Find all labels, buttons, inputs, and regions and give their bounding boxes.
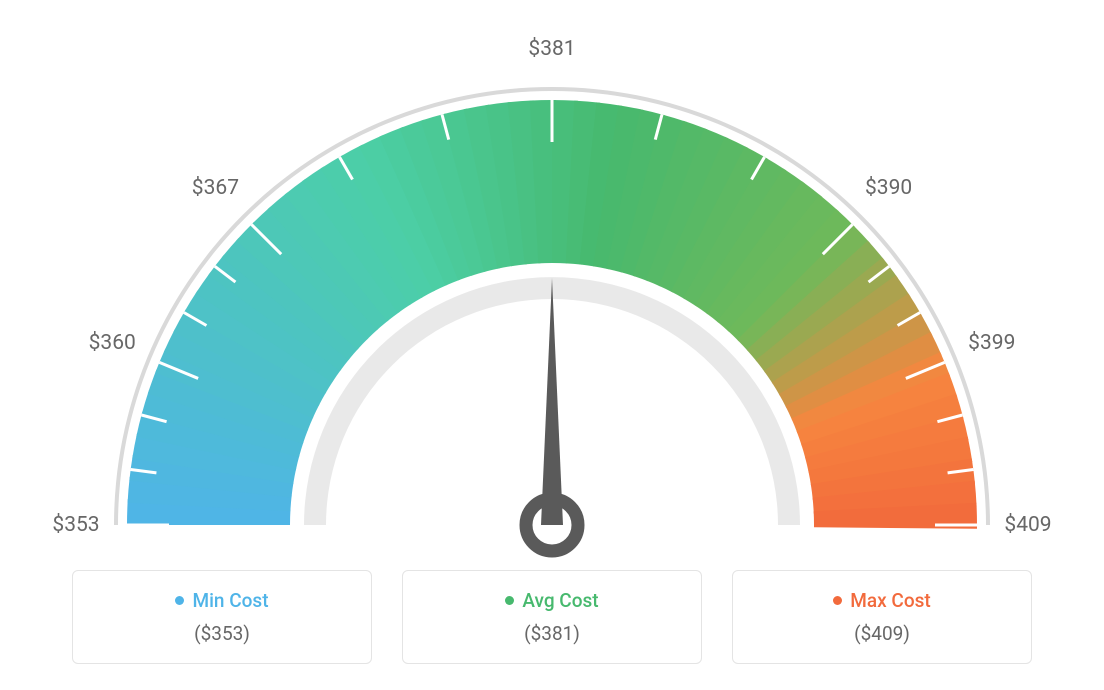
gauge-tick-label: $360 <box>89 331 136 355</box>
gauge-tick-label: $353 <box>52 513 99 537</box>
legend-value-max: ($409) <box>743 622 1021 645</box>
legend-label-avg: Avg Cost <box>505 589 598 612</box>
gauge-chart: $353 $360 $367 $381 $390 $399 $409 <box>0 0 1104 560</box>
gauge-svg <box>0 0 1104 560</box>
gauge-tick-label: $381 <box>528 37 575 61</box>
legend-row: Min Cost ($353) Avg Cost ($381) Max Cost… <box>0 570 1104 664</box>
legend-label-text: Avg Cost <box>522 589 598 612</box>
legend-label-text: Max Cost <box>850 589 930 612</box>
dot-icon <box>833 596 842 605</box>
legend-card-min: Min Cost ($353) <box>72 570 372 664</box>
legend-label-text: Min Cost <box>192 589 268 612</box>
legend-card-max: Max Cost ($409) <box>732 570 1032 664</box>
legend-value-avg: ($381) <box>413 622 691 645</box>
dot-icon <box>175 596 184 605</box>
legend-value-min: ($353) <box>83 622 361 645</box>
legend-label-max: Max Cost <box>833 589 930 612</box>
dot-icon <box>505 596 514 605</box>
gauge-tick-label: $409 <box>1004 513 1051 537</box>
gauge-tick-label: $367 <box>192 176 239 200</box>
gauge-tick-label: $390 <box>865 176 912 200</box>
legend-label-min: Min Cost <box>175 589 268 612</box>
gauge-tick-label: $399 <box>968 331 1015 355</box>
legend-card-avg: Avg Cost ($381) <box>402 570 702 664</box>
